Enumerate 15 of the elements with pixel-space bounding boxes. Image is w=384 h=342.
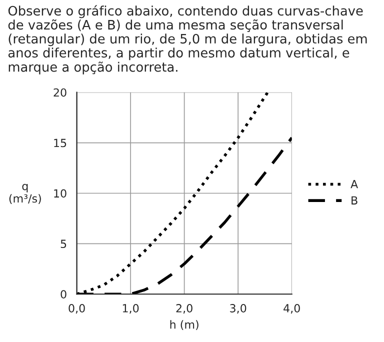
y-tick-label: 5: [60, 240, 66, 248]
x-tick-label: 4,0: [284, 304, 300, 314]
x-axis-title: h (m): [170, 320, 198, 330]
legend-label: A: [350, 180, 358, 188]
y-axis-title: q (m³/s): [9, 184, 41, 204]
x-tick-label: 3,0: [230, 304, 246, 314]
y-tick-label: 20: [54, 88, 66, 97]
y-tick-label: 10: [54, 189, 66, 198]
chart-title: Observe o gráfico abaixo, contendo duas curvas-chave de vazões (A e B) de uma mesma seção transversal (retangular) de um rio, de 5,0 m de largura, obtidas em anos diferentes, a partir do mesmo datum vertical, e marque a opção incorreta.: [8, 5, 367, 74]
y-tick-label: 0: [60, 290, 66, 298]
x-tick-label: 2,0: [176, 304, 192, 314]
y-tick-label: 15: [54, 138, 66, 148]
x-tick-label: 1,0: [122, 304, 139, 314]
x-tick-label: 0,0: [68, 304, 85, 314]
legend-label: B: [352, 196, 358, 204]
